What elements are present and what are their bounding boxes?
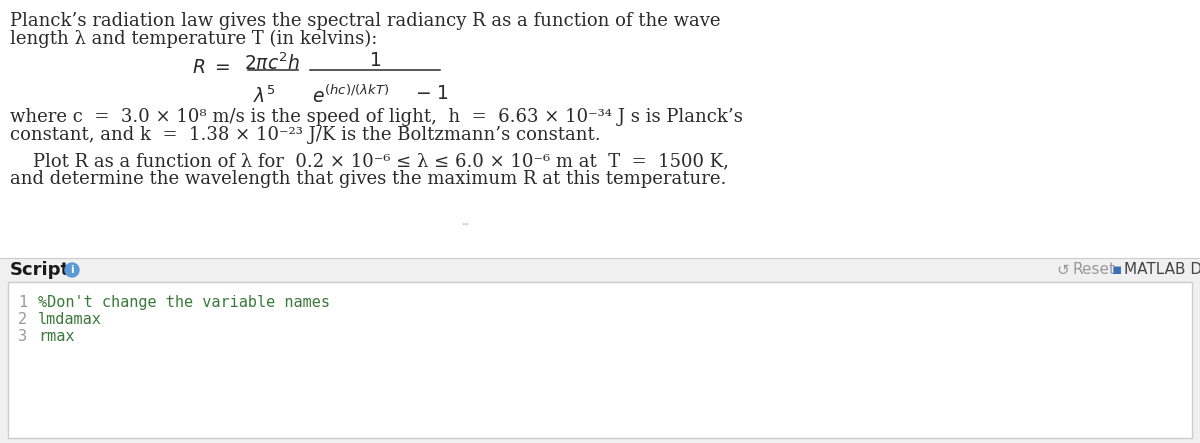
Text: 3: 3: [18, 329, 28, 344]
Text: $2\pi c^2h$: $2\pi c^2h$: [244, 52, 300, 74]
Text: where c  =  3.0 × 10⁸ m/s is the speed of light,  h  =  6.63 × 10⁻³⁴ J s is Plan: where c = 3.0 × 10⁸ m/s is the speed of …: [10, 108, 743, 126]
Bar: [8, 282, 1192, 438]
Text: length λ and temperature T (in kelvins):: length λ and temperature T (in kelvins):: [10, 30, 377, 48]
Text: constant, and k  =  1.38 × 10⁻²³ J/K is the Boltzmann’s constant.: constant, and k = 1.38 × 10⁻²³ J/K is th…: [10, 126, 601, 144]
Text: MATLAB Documentation: MATLAB Documentation: [1124, 263, 1200, 277]
Text: $-\ 1$: $-\ 1$: [415, 85, 449, 103]
Text: lmdamax: lmdamax: [38, 312, 102, 327]
Text: i: i: [70, 265, 74, 275]
Text: %Don't change the variable names: %Don't change the variable names: [38, 295, 330, 310]
Bar: [0, 0, 1200, 258]
Text: 1: 1: [18, 295, 28, 310]
Text: rmax: rmax: [38, 329, 74, 344]
Text: $\lambda^5$: $\lambda^5$: [253, 85, 275, 106]
Text: $1$: $1$: [368, 52, 382, 70]
Text: Planck’s radiation law gives the spectral radiancy R as a function of the wave: Planck’s radiation law gives the spectra…: [10, 12, 720, 30]
Text: 2: 2: [18, 312, 28, 327]
Text: ↺: ↺: [1056, 263, 1069, 277]
Text: $R\ =$: $R\ =$: [192, 59, 230, 77]
Text: Plot R as a function of λ for  0.2 × 10⁻⁶ ≤ λ ≤ 6.0 × 10⁻⁶ m at  T  =  1500 K,: Plot R as a function of λ for 0.2 × 10⁻⁶…: [10, 152, 728, 170]
Text: ▪: ▪: [1112, 263, 1122, 277]
Circle shape: [65, 263, 79, 277]
Text: Reset: Reset: [1072, 263, 1115, 277]
Text: ..: ..: [462, 215, 469, 228]
Text: and determine the wavelength that gives the maximum R at this temperature.: and determine the wavelength that gives …: [10, 170, 726, 188]
Text: Script: Script: [10, 261, 70, 279]
Bar: [0, 258, 1200, 280]
Text: $e^{(hc)/(\lambda kT)}$: $e^{(hc)/(\lambda kT)}$: [312, 85, 389, 107]
